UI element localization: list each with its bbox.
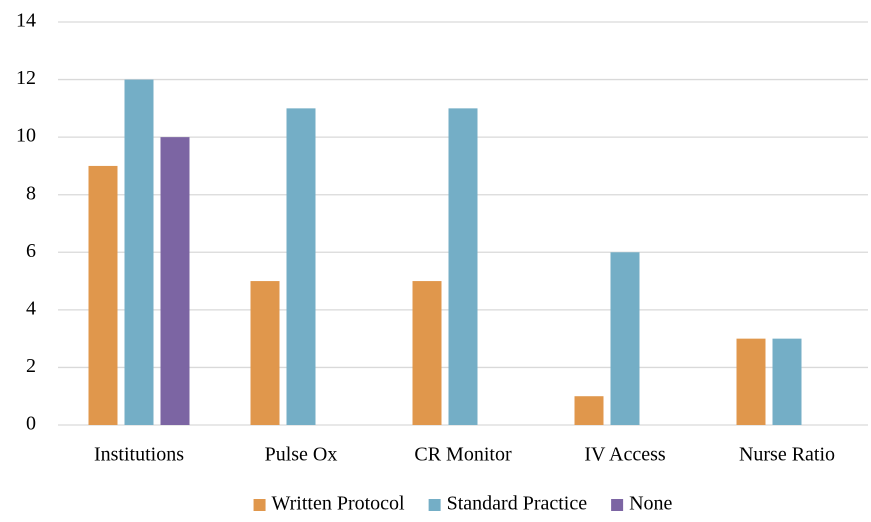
y-tick-label: 4 bbox=[26, 297, 36, 319]
x-tick-label: Pulse Ox bbox=[265, 444, 338, 466]
legend-swatch bbox=[253, 499, 266, 511]
y-tick-label: 8 bbox=[26, 182, 36, 204]
bar bbox=[574, 396, 604, 425]
x-tick-label: IV Access bbox=[584, 444, 665, 466]
y-tick-label: 2 bbox=[26, 355, 36, 377]
bar bbox=[412, 281, 442, 425]
bar bbox=[250, 281, 280, 425]
y-tick-label: 12 bbox=[16, 67, 36, 89]
x-tick-label: CR Monitor bbox=[414, 444, 512, 466]
bar bbox=[736, 338, 766, 425]
bar bbox=[160, 137, 190, 425]
y-tick-label: 0 bbox=[26, 413, 36, 435]
legend-swatch bbox=[611, 499, 624, 511]
legend-label: Written Protocol bbox=[272, 493, 406, 515]
bar bbox=[286, 108, 316, 425]
y-tick-label: 6 bbox=[26, 240, 36, 262]
legend-label: None bbox=[629, 493, 672, 515]
x-tick-label: Nurse Ratio bbox=[739, 444, 835, 466]
y-tick-label: 10 bbox=[16, 125, 36, 147]
legend-item: Standard Practice bbox=[428, 493, 588, 515]
legend-swatch bbox=[428, 499, 441, 511]
x-tick-label: Institutions bbox=[94, 444, 184, 466]
legend-label: Standard Practice bbox=[447, 493, 588, 515]
bar bbox=[610, 252, 640, 425]
legend-item: Written Protocol bbox=[253, 493, 406, 515]
bar bbox=[448, 108, 478, 425]
y-tick-label: 14 bbox=[16, 10, 36, 32]
legend-item: None bbox=[611, 493, 673, 515]
bar bbox=[772, 338, 802, 425]
bar bbox=[88, 165, 118, 425]
bar bbox=[124, 79, 154, 426]
